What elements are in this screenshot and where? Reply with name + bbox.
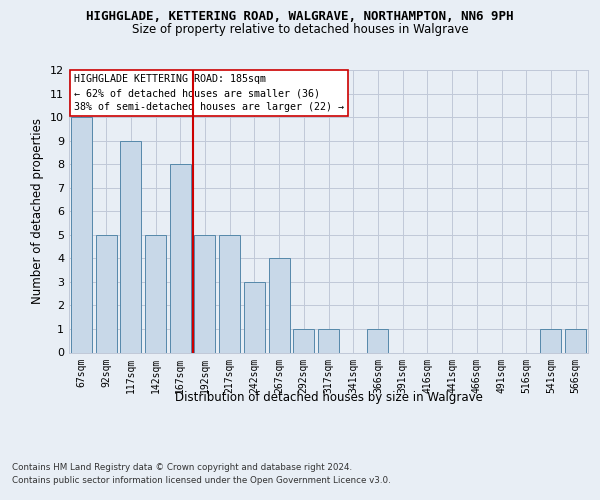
Text: HIGHGLADE, KETTERING ROAD, WALGRAVE, NORTHAMPTON, NN6 9PH: HIGHGLADE, KETTERING ROAD, WALGRAVE, NOR… (86, 10, 514, 23)
Bar (367, 329, 388, 352)
Y-axis label: Number of detached properties: Number of detached properties (31, 118, 44, 304)
Bar (120, 140, 141, 352)
Bar (194, 235, 215, 352)
Text: Contains HM Land Registry data © Crown copyright and database right 2024.: Contains HM Land Registry data © Crown c… (12, 462, 352, 471)
Bar (244, 282, 265, 352)
Bar (293, 329, 314, 352)
Bar (565, 329, 586, 352)
Text: HIGHGLADE KETTERING ROAD: 185sqm
← 62% of detached houses are smaller (36)
38% o: HIGHGLADE KETTERING ROAD: 185sqm ← 62% o… (74, 74, 344, 112)
Bar (269, 258, 290, 352)
Bar (170, 164, 191, 352)
Bar (219, 235, 240, 352)
Bar (318, 329, 339, 352)
Bar (71, 117, 92, 352)
Bar (541, 329, 562, 352)
Text: Distribution of detached houses by size in Walgrave: Distribution of detached houses by size … (175, 391, 483, 404)
Bar (145, 235, 166, 352)
Text: Size of property relative to detached houses in Walgrave: Size of property relative to detached ho… (131, 23, 469, 36)
Bar (95, 235, 116, 352)
Text: Contains public sector information licensed under the Open Government Licence v3: Contains public sector information licen… (12, 476, 391, 485)
